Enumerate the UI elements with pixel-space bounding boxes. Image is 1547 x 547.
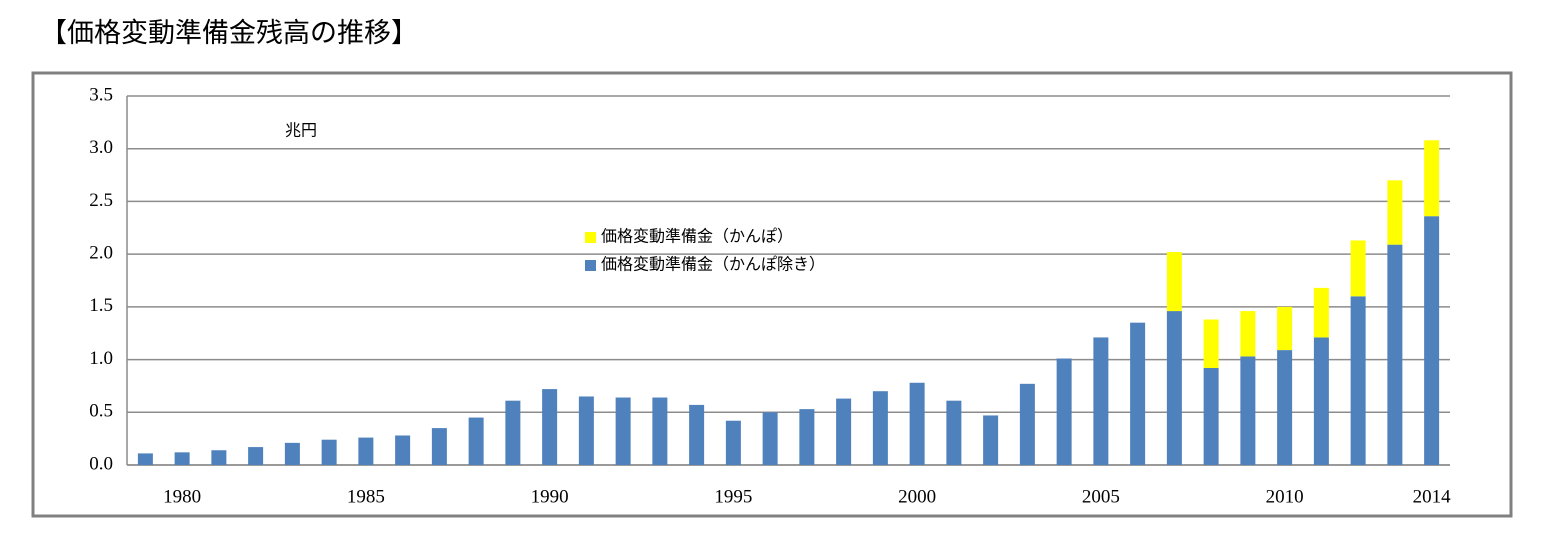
legend-label: 価格変動準備金（かんぽ除き）	[601, 256, 825, 274]
legend-swatch	[585, 232, 596, 243]
bar	[137, 453, 153, 465]
bar	[1166, 311, 1182, 465]
legend-swatch	[585, 260, 596, 271]
bar	[248, 447, 264, 465]
x-tick-label: 1995	[714, 486, 752, 507]
bar	[1056, 358, 1072, 465]
chart-title: 【価格変動準備金残高の推移】	[40, 18, 418, 48]
bar	[1130, 322, 1146, 465]
x-tick-label: 2014	[1413, 486, 1452, 507]
y-tick-label: 3.0	[89, 137, 113, 158]
y-tick-label: 2.0	[89, 243, 113, 264]
bar	[615, 397, 631, 465]
bar	[872, 391, 888, 465]
bar	[174, 452, 190, 465]
bar	[1277, 306, 1293, 351]
bar	[395, 435, 411, 465]
bar	[505, 400, 521, 465]
bar	[1424, 140, 1440, 217]
bar	[1387, 244, 1403, 465]
bar	[909, 382, 925, 465]
bar	[652, 397, 668, 465]
bar	[1277, 350, 1293, 465]
bar	[1166, 252, 1182, 312]
bar	[836, 398, 852, 465]
bar	[1424, 216, 1440, 465]
bar	[762, 412, 778, 465]
x-tick-label: 1985	[347, 486, 385, 507]
unit-label: 兆円	[285, 122, 317, 140]
bar	[946, 400, 962, 465]
y-tick-label: 1.0	[89, 348, 113, 369]
bar	[1313, 287, 1329, 338]
bar	[1240, 356, 1256, 465]
bar	[1203, 368, 1219, 465]
bar	[725, 420, 741, 465]
x-tick-label: 1990	[531, 486, 569, 507]
bar	[799, 409, 815, 465]
y-tick-label: 1.5	[89, 295, 113, 316]
bar	[284, 442, 300, 465]
bar	[358, 437, 374, 465]
bar	[983, 415, 999, 465]
chart-frame	[31, 71, 1513, 518]
bar	[1350, 296, 1366, 465]
bar	[1313, 337, 1329, 465]
bar	[1387, 180, 1403, 245]
y-tick-label: 2.5	[89, 190, 113, 211]
bar	[468, 417, 484, 465]
bar	[1240, 311, 1256, 357]
bar	[211, 450, 227, 465]
x-tick-label: 2010	[1266, 486, 1304, 507]
bar	[431, 428, 447, 465]
y-tick-label: 0.5	[89, 401, 113, 422]
bar	[321, 439, 337, 465]
bar	[1019, 383, 1035, 465]
x-tick-label: 2000	[898, 486, 936, 507]
bar	[578, 396, 594, 465]
x-tick-label: 1980	[163, 486, 201, 507]
bar	[1093, 337, 1109, 465]
bar	[542, 389, 558, 465]
y-tick-label: 0.0	[89, 453, 113, 474]
bar	[1203, 319, 1219, 369]
bar	[689, 404, 705, 465]
bar	[1350, 240, 1366, 297]
y-tick-label: 3.5	[89, 84, 113, 105]
legend-label: 価格変動準備金（かんぽ）	[601, 228, 793, 246]
x-tick-label: 2005	[1082, 486, 1120, 507]
